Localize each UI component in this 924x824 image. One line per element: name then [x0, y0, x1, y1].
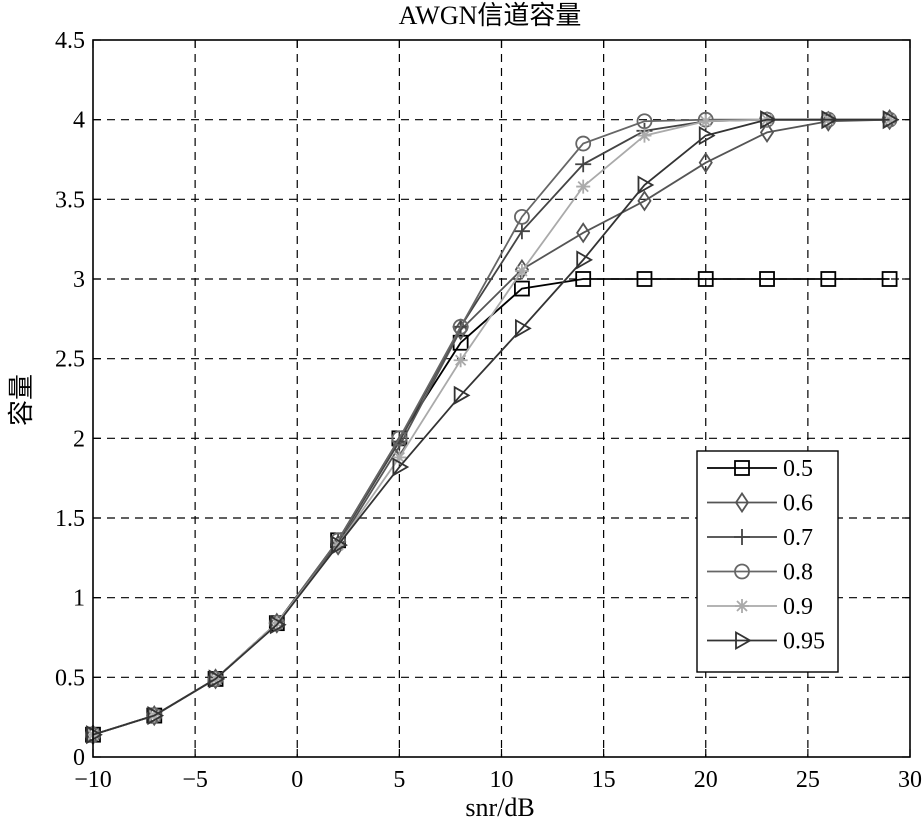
x-tick-label: −5 — [182, 767, 208, 793]
legend-label: 0.5 — [783, 456, 813, 482]
legend-entry: 0.95 — [707, 629, 825, 655]
legend-box — [696, 450, 839, 673]
data-point — [513, 223, 530, 240]
y-tick-label: 1.5 — [55, 506, 85, 532]
data-point — [86, 725, 103, 745]
data-point — [147, 706, 165, 726]
data-point — [452, 318, 469, 335]
data-point — [515, 318, 532, 338]
data-point — [698, 114, 713, 129]
data-point — [514, 264, 529, 279]
data-point — [331, 535, 348, 555]
data-point — [821, 110, 839, 130]
data-point — [637, 175, 655, 195]
data-point — [698, 126, 716, 146]
y-tick-label: 4.5 — [55, 28, 85, 54]
data-point — [576, 250, 594, 270]
data-point — [208, 669, 226, 689]
legend-label: 0.9 — [783, 594, 813, 620]
series-layer — [85, 109, 900, 746]
tick-labels: −10 −5 0 5 10 15 20 25 30 0 0.5 1 1.5 2 2.5 3 3.5 4 4.5 — [55, 28, 922, 793]
data-point — [453, 353, 468, 368]
legend-label: 0.7 — [783, 525, 813, 551]
y-tick-label: 0.5 — [55, 665, 85, 691]
legend-entry: 0.5 — [707, 456, 813, 482]
legend-entry: 0.8 — [707, 560, 813, 586]
legend-entry: 0.9 — [707, 594, 813, 620]
data-point — [760, 110, 777, 130]
legend: 0.5 0.6 0.7 0.8 0.9 0.95 — [696, 450, 839, 673]
y-tick-label: 3 — [73, 267, 85, 293]
data-point — [881, 271, 898, 287]
data-point — [636, 113, 653, 130]
data-point — [392, 450, 407, 465]
legend-marker — [734, 460, 750, 476]
legend-label: 0.6 — [783, 491, 813, 517]
x-tick-label: 0 — [291, 767, 303, 793]
legend-marker — [735, 599, 749, 613]
y-tick-label: 2.5 — [55, 347, 85, 373]
x-tick-label: 25 — [796, 767, 820, 793]
data-point — [575, 271, 592, 287]
grid — [93, 40, 910, 757]
legend-label: 0.95 — [783, 629, 825, 655]
data-point — [453, 385, 471, 405]
data-point — [759, 271, 775, 287]
y-axis-title: 容量 — [7, 374, 36, 426]
series-line — [92, 118, 890, 736]
data-point — [637, 190, 652, 212]
data-point — [636, 271, 653, 287]
data-point — [759, 121, 775, 144]
y-tick-label: 1 — [73, 586, 85, 612]
data-point — [514, 208, 530, 225]
data-point — [575, 156, 592, 173]
series-0.95 — [86, 110, 900, 745]
x-tick-label: 30 — [898, 767, 922, 793]
data-point — [820, 271, 837, 287]
x-tick-label: 15 — [592, 767, 616, 793]
y-tick-label: 3.5 — [55, 187, 85, 213]
data-point — [575, 135, 592, 152]
data-point — [269, 616, 284, 631]
data-point — [637, 128, 652, 143]
data-point — [882, 110, 900, 130]
y-tick-label: 2 — [73, 426, 85, 452]
legend-entry: 0.6 — [707, 491, 813, 517]
data-point — [269, 615, 287, 635]
data-point — [576, 179, 591, 194]
legend-entry: 0.7 — [707, 525, 813, 551]
legend-label: 0.8 — [783, 560, 813, 586]
data-point — [698, 152, 713, 174]
y-tick-label: 4 — [73, 108, 85, 134]
chart-title: AWGN信道容量 — [399, 1, 582, 30]
x-tick-label: −10 — [74, 767, 112, 793]
x-tick-label: 5 — [393, 767, 405, 793]
legend-marker — [735, 630, 752, 651]
legend-marker — [734, 491, 750, 514]
plot-frame — [92, 39, 911, 758]
legend-marker — [734, 563, 750, 580]
x-tick-label: 10 — [490, 767, 514, 793]
x-axis-title: snr/dB — [465, 793, 534, 822]
data-point — [576, 222, 591, 244]
data-point — [391, 430, 408, 447]
data-point — [392, 457, 410, 477]
data-point — [697, 271, 714, 287]
data-point — [514, 280, 530, 297]
legend-marker — [734, 529, 750, 545]
y-tick-label: 0 — [73, 745, 85, 771]
x-tick-label: 20 — [694, 767, 718, 793]
